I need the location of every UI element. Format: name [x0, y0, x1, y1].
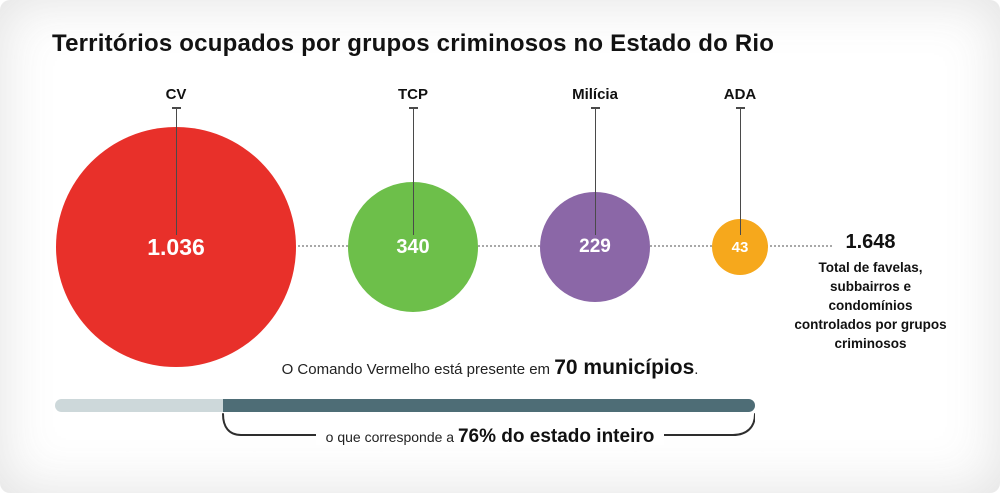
- note-prefix: O Comando Vermelho está presente em: [281, 361, 555, 378]
- connector-line-milicia: [591, 107, 600, 235]
- connector-line-ada: [736, 107, 745, 235]
- brace-caption: o que corresponde a 76% do estado inteir…: [240, 426, 740, 448]
- group-label-ada: ADA: [723, 86, 757, 103]
- chart-title: Territórios ocupados por grupos criminos…: [52, 30, 775, 57]
- connector-line-tcp: [409, 107, 418, 235]
- connector-line-cv: [172, 107, 181, 235]
- total-caption: Total de favelas, subbairros e condomíni…: [794, 260, 947, 351]
- total-block: 1.648 Total de favelas, subbairros e con…: [793, 231, 948, 353]
- total-value: 1.648: [845, 231, 896, 253]
- group-label-cv: CV: [165, 86, 187, 103]
- bubble-tcp: 340: [348, 182, 478, 312]
- bubble-value-tcp: 340: [396, 235, 430, 258]
- bubble-value-ada: 43: [731, 238, 749, 256]
- group-label-tcp: TCP: [398, 86, 428, 103]
- note-strong: 70 municípios: [554, 356, 695, 379]
- brace-caption-text: o que corresponde a 76% do estado inteir…: [315, 426, 665, 447]
- group-label-milicia: Milícia: [572, 86, 618, 103]
- bar-dark-segment: [223, 399, 755, 412]
- state-proportion-bar: [55, 399, 755, 412]
- note-suffix: .: [694, 361, 699, 378]
- cv-municipalities-note: O Comando Vermelho está presente em 70 m…: [140, 356, 840, 380]
- brace-prefix: o que corresponde a: [325, 429, 458, 445]
- bubble-value-cv: 1.036: [147, 233, 205, 260]
- bubble-value-milicia: 229: [579, 236, 611, 257]
- brace-strong: 76% do estado inteiro: [457, 426, 655, 447]
